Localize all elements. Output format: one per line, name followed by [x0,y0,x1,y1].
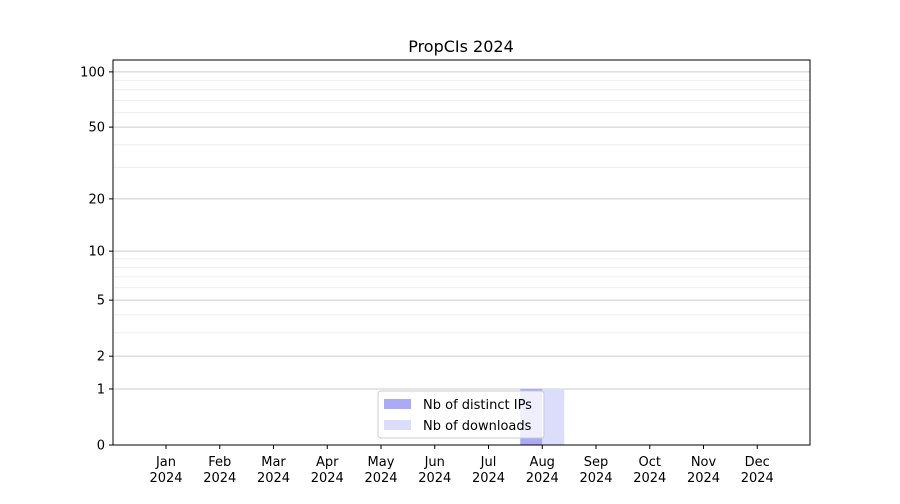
x-tick-label-month: May [368,455,395,470]
x-tick-label-month: Sep [584,455,609,470]
x-tick-label-year: 2024 [526,471,559,486]
y-tick-label: 10 [88,245,105,260]
y-tick-label: 0 [97,439,105,454]
legend: Nb of distinct IPs Nb of downloads [377,390,545,439]
x-tick-label-month: Oct [639,455,661,470]
x-tick-label-year: 2024 [579,471,612,486]
y-tick-label: 1 [97,382,105,397]
legend-label-distinct-ips: Nb of distinct IPs [423,398,532,413]
y-tick-label: 50 [88,121,105,136]
bar-downloads [542,388,565,445]
x-tick-label-month: Apr [316,455,339,470]
x-tick-label-month: Jun [424,455,445,470]
x-tick-label-year: 2024 [149,471,182,486]
y-tick-label: 2 [97,350,105,365]
x-tick-label-month: Feb [208,455,231,470]
legend-label-downloads: Nb of downloads [423,419,532,434]
x-tick-label-year: 2024 [687,471,720,486]
legend-swatch-downloads [384,420,411,430]
x-tick-label-month: Nov [691,455,717,470]
x-tick-label-year: 2024 [257,471,290,486]
x-tick-label-year: 2024 [741,471,774,486]
x-tick-label-month: Dec [745,455,770,470]
y-tick-label: 20 [88,192,105,207]
x-tick-label-year: 2024 [418,471,451,486]
y-tick-label: 5 [97,294,105,309]
y-axis: 0 1 2 5 10 20 50 100 [80,65,113,454]
chart-title: PropCIs 2024 [408,37,514,56]
grid [113,71,810,390]
legend-swatch-distinct-ips [384,399,411,409]
x-tick-label-year: 2024 [311,471,344,486]
x-tick-label-year: 2024 [203,471,236,486]
y-tick-label: 100 [80,65,105,80]
legend-box [377,390,545,439]
x-tick-label-month: Jul [480,455,497,470]
plot-frame [112,59,811,446]
x-tick-label-month: Mar [261,455,286,470]
x-tick-label-year: 2024 [472,471,505,486]
x-tick-label-month: Jan [155,455,176,470]
x-tick-label-month: Aug [530,455,555,470]
x-tick-label-year: 2024 [364,471,397,486]
x-axis: Jan2024Feb2024Mar2024Apr2024May2024Jun20… [149,445,774,486]
x-tick-label-year: 2024 [633,471,666,486]
